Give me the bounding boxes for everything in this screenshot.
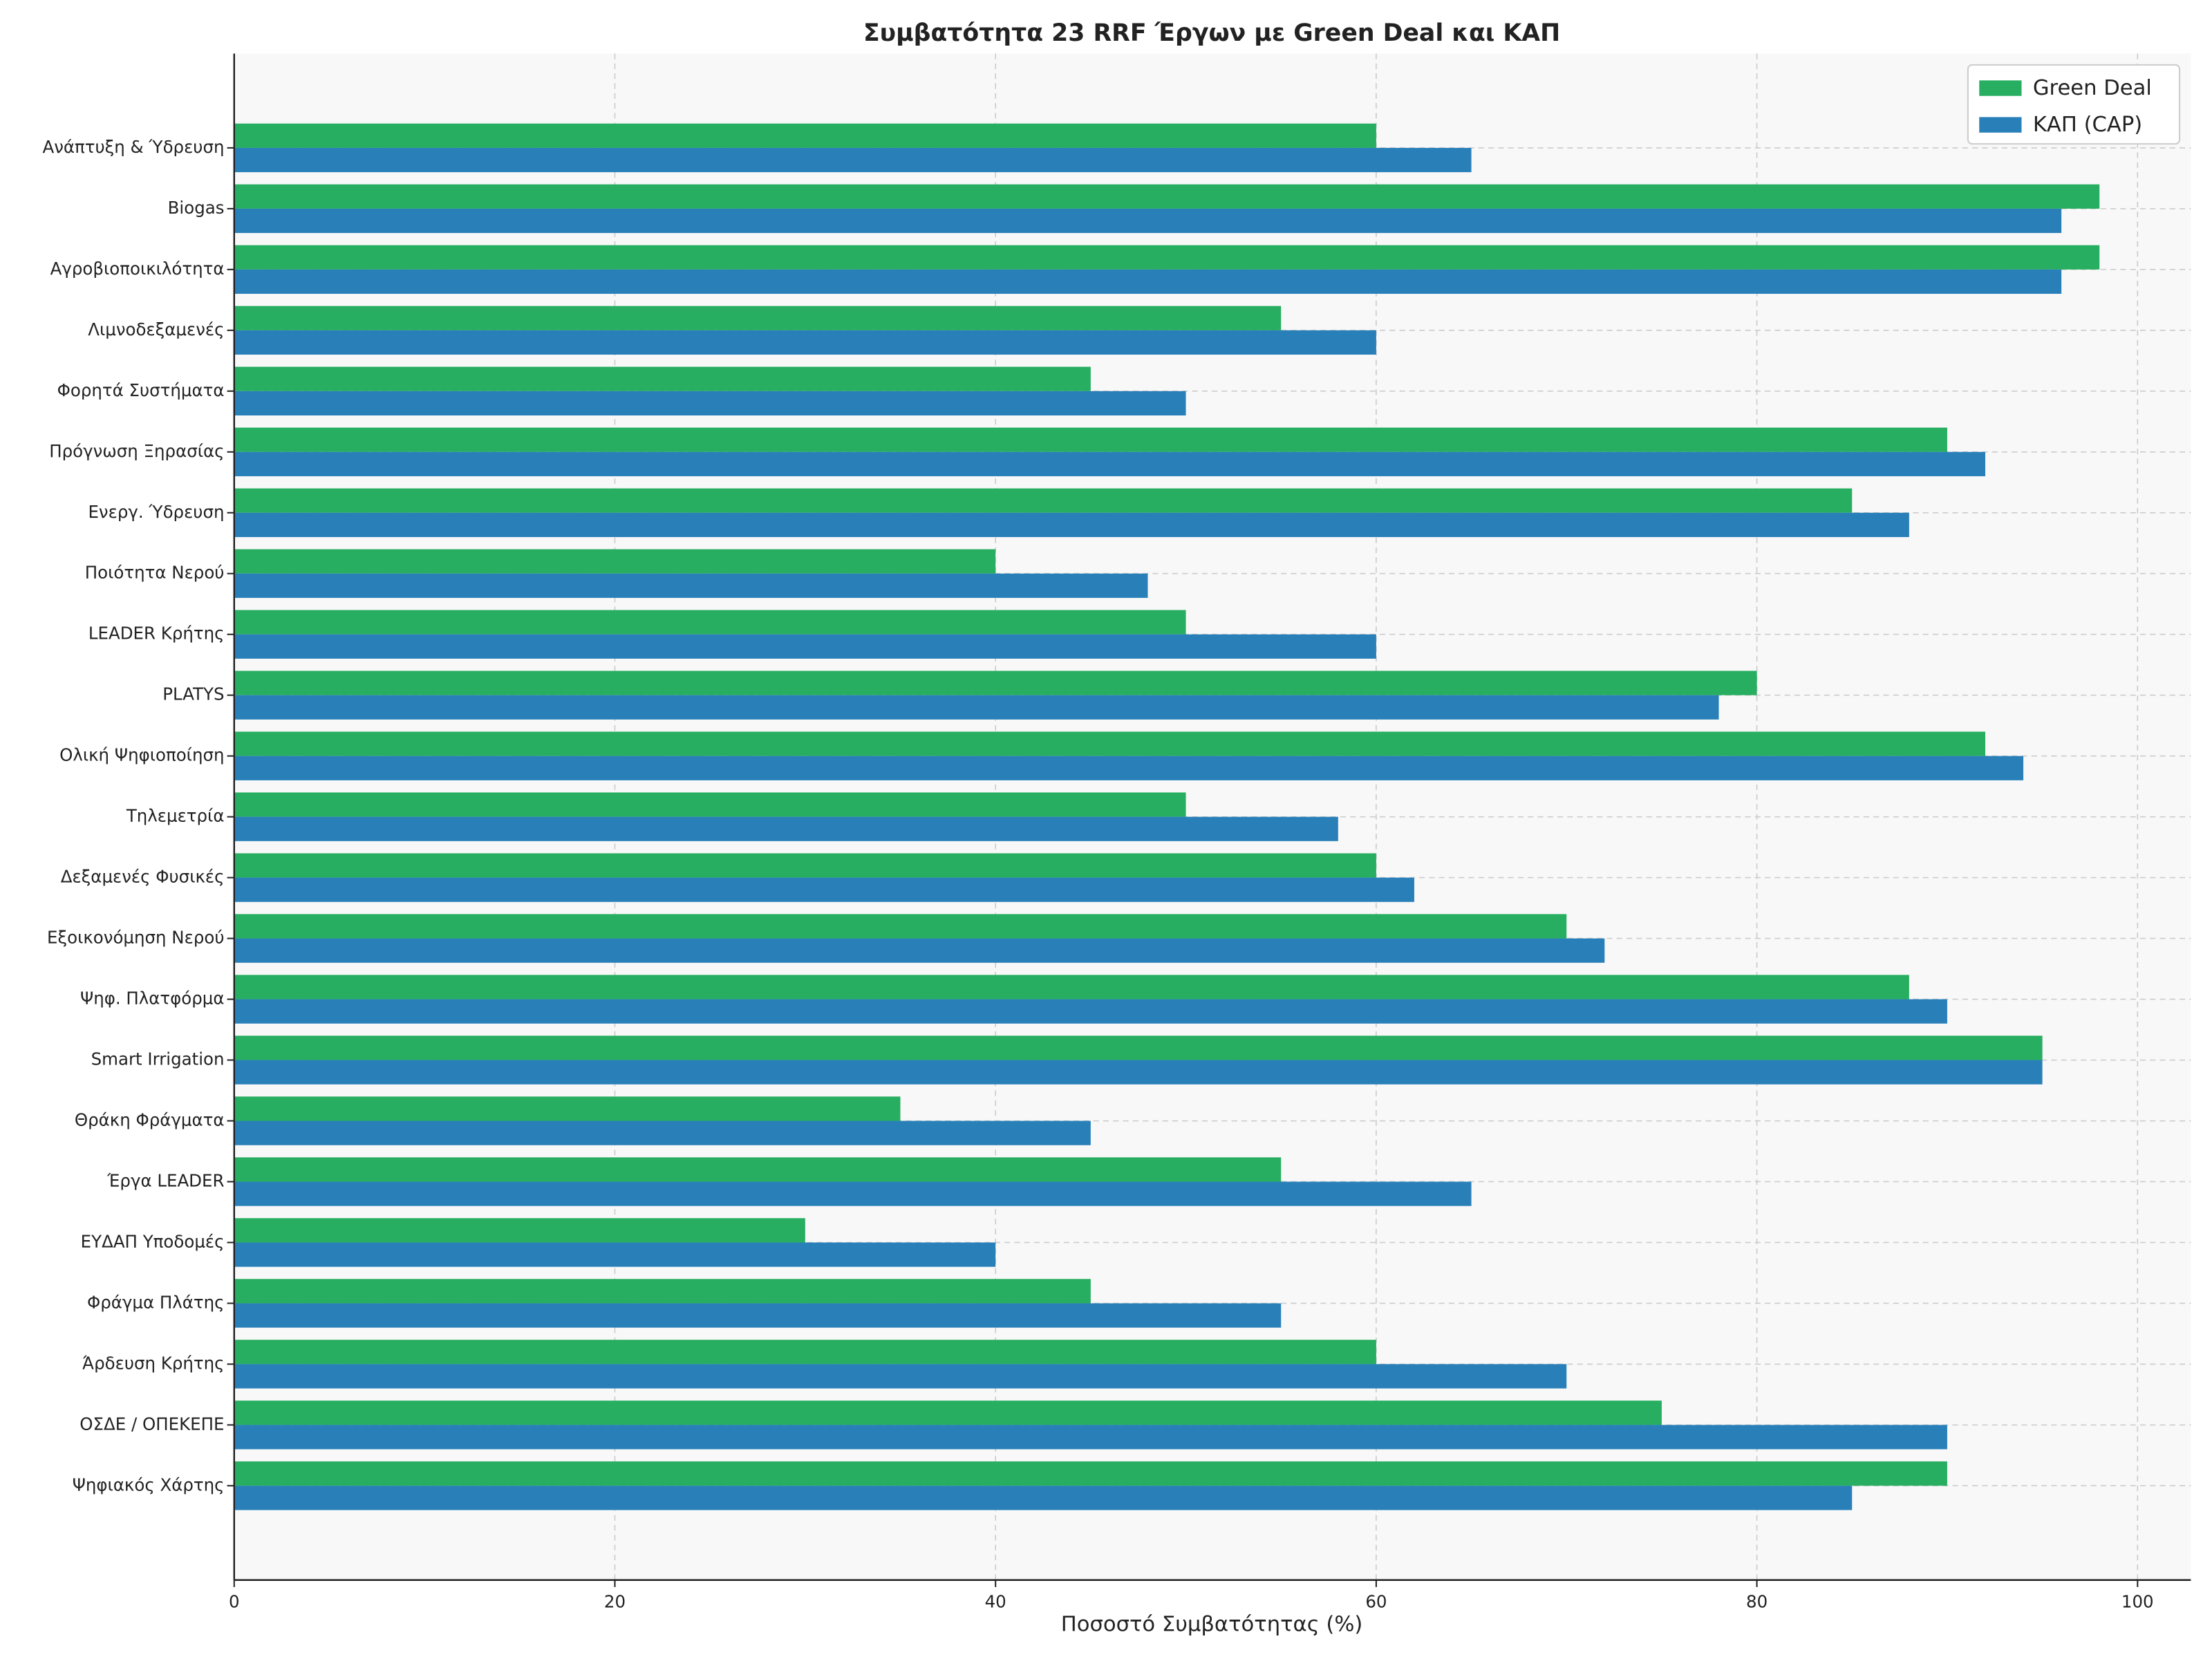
y-tick-label: Τηλεμετρία [126, 806, 225, 826]
legend: Green Deal ΚΑΠ (CAP) [1967, 64, 2181, 145]
bar [234, 1096, 901, 1121]
bar [234, 549, 996, 574]
x-tick-label: 100 [2121, 1591, 2154, 1611]
bar [234, 634, 1376, 659]
x-tick-label: 80 [1746, 1591, 1768, 1611]
bar [234, 853, 1376, 878]
bar [234, 1364, 1567, 1389]
legend-label: ΚΑΠ (CAP) [2033, 113, 2142, 137]
bar [234, 914, 1567, 939]
x-tick-label: 0 [229, 1591, 240, 1611]
y-tick-label: Εξοικονόμηση Νερού [47, 928, 224, 948]
y-tick-label: Φράγμα Πλάτης [87, 1292, 225, 1312]
bar [234, 269, 2062, 294]
bar [234, 975, 1909, 1000]
bar [234, 1157, 1282, 1182]
bar [234, 816, 1338, 841]
y-tick-label: Λιμνοδεξαμενές [88, 319, 224, 339]
bar [234, 999, 1947, 1024]
legend-swatch [1979, 117, 2022, 133]
y-tick-label: LEADER Κρήτης [88, 624, 225, 644]
bar [234, 306, 1282, 330]
y-tick-label: Θράκη Φράγματα [75, 1110, 225, 1130]
bar [234, 245, 2100, 270]
y-tick-label: PLATYS [162, 684, 224, 704]
bar [234, 695, 1719, 720]
y-tick-label: Άρδευση Κρήτης [82, 1353, 224, 1373]
bar [234, 1242, 996, 1267]
y-tick-label: ΟΣΔΕ / ΟΠΕΚΕΠΕ [79, 1414, 224, 1434]
bar [234, 366, 1091, 391]
y-tick-label: Biogas [168, 198, 225, 218]
bar [234, 731, 1986, 756]
bar [234, 573, 1148, 598]
bar [234, 184, 2100, 209]
bar [234, 1461, 1947, 1486]
x-tick-label: 60 [1365, 1591, 1387, 1611]
bar [234, 938, 1605, 963]
bar [234, 1035, 2043, 1060]
legend-swatch [1979, 80, 2022, 96]
x-axis-label: Ποσοστό Συμβατότητας (%) [1061, 1613, 1363, 1637]
x-tick-label: 40 [985, 1591, 1006, 1611]
bar [234, 1121, 1091, 1145]
bar [234, 512, 1909, 537]
bar [234, 147, 1472, 173]
y-tick-label: Ενεργ. Ύδρευση [88, 502, 224, 522]
bar [234, 1181, 1472, 1206]
chart-title: Συμβατότητα 23 RRF Έργων με Green Deal κ… [863, 19, 1560, 47]
bar [234, 451, 1986, 476]
bar [234, 123, 1376, 148]
bar [234, 671, 1757, 695]
bar [234, 1425, 1947, 1450]
x-tick-label: 20 [604, 1591, 626, 1611]
y-tick-label: Ολική Ψηφιοποίηση [59, 745, 224, 765]
bar [234, 488, 1853, 513]
bar [234, 391, 1186, 416]
bar [234, 610, 1186, 635]
y-tick-label: Αγροβιοποικιλότητα [50, 259, 225, 279]
bar [234, 427, 1947, 452]
bar [234, 1060, 2043, 1085]
y-tick-label: Έργα LEADER [106, 1170, 224, 1190]
bar [234, 756, 2024, 780]
y-tick-label: Ποιότητα Νερού [85, 563, 225, 583]
legend-label: Green Deal [2033, 76, 2152, 100]
y-tick-label: Smart Irrigation [91, 1049, 225, 1069]
y-tick-label: Δεξαμενές Φυσικές [61, 867, 225, 887]
bar [234, 1485, 1853, 1510]
bar [234, 330, 1376, 355]
bar [234, 1400, 1662, 1425]
bar [234, 208, 2062, 234]
bar [234, 1279, 1091, 1304]
bar [234, 1340, 1376, 1365]
y-tick-label: Ανάπτυξη & Ύδρευση [42, 137, 224, 157]
y-tick-label: Φορητά Συστήματα [57, 380, 225, 400]
y-tick-label: Ψηφιακός Χάρτης [73, 1474, 225, 1494]
bar [234, 792, 1186, 817]
y-tick-label: ΕΥΔΑΠ Υποδομές [81, 1231, 225, 1251]
bar [234, 1218, 805, 1243]
y-tick-label: Ψηφ. Πλατφόρμα [80, 988, 225, 1009]
bar [234, 1303, 1282, 1328]
y-tick-label: Πρόγνωση Ξηρασίας [49, 441, 224, 461]
bar [234, 877, 1414, 902]
